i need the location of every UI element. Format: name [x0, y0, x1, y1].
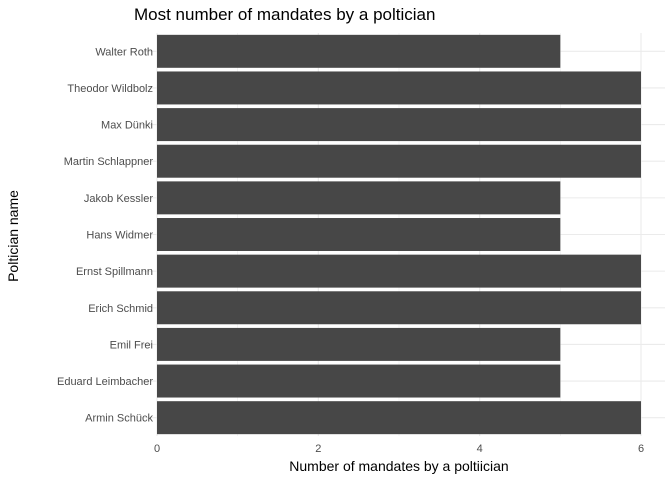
y-tick-label: Hans Widmer: [86, 230, 153, 242]
y-tick-label: Ernst Spillmann: [76, 266, 153, 278]
y-tick-label: Armin Schück: [85, 413, 153, 425]
y-tick-label: Martin Schlappner: [64, 156, 154, 168]
bar: [157, 401, 641, 435]
y-axis-title: Poltician name: [5, 190, 21, 282]
bar: [157, 34, 561, 68]
y-tick-labels: Walter Roth Theodor Wildbolz Max Dünki Mart…: [57, 46, 154, 424]
bar: [157, 327, 561, 361]
bar: [157, 254, 641, 288]
bar: [157, 364, 561, 398]
y-tick-label: Erich Schmid: [88, 303, 153, 315]
y-tick-label: Eduard Leimbacher: [57, 376, 153, 388]
y-tick-label: Emil Frei: [110, 339, 153, 351]
x-tick-label: 2: [315, 443, 321, 455]
x-tick-label: 4: [477, 443, 483, 455]
bar: [157, 71, 641, 105]
chart-title: Most number of mandates by a poltician: [134, 5, 435, 24]
bar: [157, 291, 641, 325]
bar: [157, 144, 641, 178]
bar: [157, 218, 561, 251]
bar-layer: [157, 34, 641, 435]
x-tick-label: 0: [154, 443, 160, 455]
x-tick-labels: 0 2 4 6: [154, 443, 644, 455]
y-tick-label: Jakob Kessler: [84, 193, 153, 205]
bar: [157, 108, 641, 142]
bar: [157, 181, 561, 215]
y-tick-label: Theodor Wildbolz: [67, 83, 153, 95]
y-tick-label: Max Dünki: [101, 120, 153, 132]
y-tick-label: Walter Roth: [95, 46, 153, 58]
x-axis-title: Number of mandates by a poltiician: [289, 458, 508, 474]
x-tick-label: 6: [638, 443, 644, 455]
